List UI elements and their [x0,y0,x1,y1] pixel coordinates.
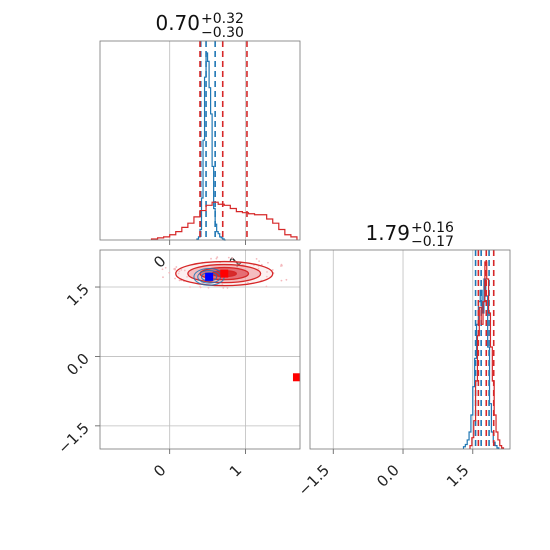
sample-point-red [215,257,218,260]
sample-point-red [222,286,225,289]
sample-point-red [174,268,177,271]
sample-point-red [266,271,268,273]
sample-point-red [280,263,283,266]
sample-point-red [168,271,171,274]
sample-point-red [247,281,249,284]
marker-red [220,269,229,278]
sample-point-red [265,275,268,278]
x-tick-label: 0.0 [373,461,403,491]
panel-frame [99,249,301,450]
y-tick-label: 1.5 [63,280,93,310]
sample-point-red [231,257,234,260]
sample-point-red [265,285,268,288]
sample-point-red [162,276,164,279]
sample-point-red [267,261,269,264]
title-param1-value: 0.70 [155,11,200,35]
sample-point-red [186,275,188,278]
contour-blue-level [200,272,218,282]
sample-point-red [221,283,224,286]
marker-blue [205,272,214,281]
x-tick-label: 0 [150,461,169,480]
sample-point-red [174,277,176,280]
x-tick-label: 0 [150,252,169,271]
title-param2-upper: +0.16 [411,220,454,236]
title-param2-lower: −0.17 [411,234,454,250]
marginal-histogram-param2: −1.5 0.0 1.5 [295,249,511,500]
sample-point-red [271,268,274,271]
sample-point-red [210,257,212,260]
sample-point-red [280,279,283,282]
title-param1-lower: −0.30 [201,25,244,41]
sample-point-red [189,286,191,288]
sample-point-red [180,268,183,271]
x-tick-label: 1 [226,461,245,480]
sample-point-red [178,270,181,273]
sample-point-red [258,260,261,263]
sample-point-red [161,268,164,271]
sample-point-red [199,286,202,289]
y-tick-label: 0.0 [63,350,93,380]
contour-layer [161,256,300,382]
joint-contour-panel: 0 1 −1.5 0.0 1.5 [54,249,301,481]
sample-point-red [164,266,167,269]
x-tick-label: −1.5 [295,461,333,499]
sample-point-red [175,266,178,268]
sample-point-red [178,279,181,282]
y-tick-label: −1.5 [54,419,92,457]
sample-point-red [183,269,186,272]
title-param2-value: 1.79 [365,221,410,245]
sample-point-red [177,272,180,275]
title-param1-upper: +0.32 [201,11,244,27]
sample-point-red [216,256,219,259]
marker-red-edge [292,373,300,382]
sample-point-red [207,286,210,289]
panel-frame [309,249,511,450]
histogram-red [150,201,298,240]
sample-point-red [255,258,258,260]
histogram-blue [196,52,226,241]
sample-point-red [257,267,260,270]
panel-frame [99,40,301,241]
sample-point-red [285,278,288,281]
sample-point-red [226,287,229,289]
sample-point-red [227,256,230,259]
x-tick-label: 1.5 [443,461,473,491]
